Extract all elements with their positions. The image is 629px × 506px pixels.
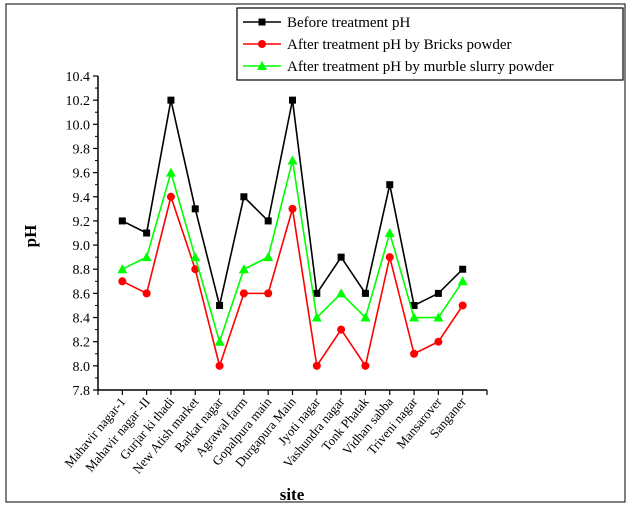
legend-label: Before treatment pH (287, 15, 410, 31)
x-axis-label: site (280, 485, 305, 504)
data-point (434, 289, 442, 297)
data-point (165, 167, 176, 177)
data-point (288, 204, 297, 213)
data-point (410, 349, 419, 358)
legend-label: After treatment pH by Bricks powder (287, 37, 512, 53)
y-tick-label: 9.0 (73, 239, 91, 254)
legend-label: After treatment pH by murble slurry powd… (287, 59, 554, 75)
data-point (258, 18, 266, 26)
legend-box (236, 7, 624, 81)
data-point (191, 265, 200, 274)
data-point (238, 264, 249, 274)
data-point (458, 301, 467, 310)
data-point (384, 228, 395, 237)
y-axis-label: pH (21, 225, 40, 248)
data-point (409, 312, 420, 322)
series-circle (118, 192, 467, 370)
y-tick-label: 8.6 (73, 287, 91, 302)
data-point (239, 289, 248, 298)
data-point (191, 205, 199, 213)
data-point (167, 96, 175, 104)
y-tick-label: 9.8 (73, 142, 91, 157)
data-point (214, 336, 225, 346)
data-point (215, 361, 224, 370)
data-point (263, 252, 274, 262)
y-tick-label: 8.2 (73, 336, 91, 351)
data-point (457, 276, 468, 286)
y-tick-label: 9.2 (73, 215, 91, 230)
data-point (385, 253, 394, 262)
y-tick-label: 8.4 (73, 312, 91, 327)
data-point (459, 265, 467, 273)
data-point (360, 312, 371, 322)
data-point (287, 155, 298, 165)
data-point (386, 181, 394, 189)
data-point (410, 301, 418, 309)
data-point (190, 252, 201, 262)
y-tick-label: 9.6 (73, 167, 91, 182)
data-point (118, 277, 127, 286)
data-point (312, 361, 321, 370)
data-point (361, 361, 370, 370)
data-point (142, 289, 151, 298)
data-point (240, 193, 248, 201)
data-point (141, 252, 152, 262)
data-point (264, 217, 272, 225)
data-point (361, 289, 369, 297)
y-tick-label: 9.4 (73, 191, 91, 206)
series-triangle (117, 155, 468, 346)
series-group (117, 96, 468, 370)
data-point (336, 288, 347, 298)
data-point (118, 217, 126, 225)
data-point (289, 96, 296, 104)
y-tick-label: 10.0 (66, 118, 91, 133)
data-point (337, 325, 346, 334)
data-point (433, 312, 444, 322)
data-point (311, 312, 322, 322)
y-tick-label: 10.4 (66, 70, 91, 85)
data-point (258, 40, 266, 48)
data-point (143, 229, 151, 237)
data-point (264, 289, 273, 298)
data-point (434, 337, 443, 346)
data-point (313, 289, 321, 297)
y-tick-label: 8.0 (73, 360, 91, 375)
legend: Before treatment pH After treatment pH by… (236, 7, 624, 81)
data-point (216, 301, 224, 309)
data-point (117, 264, 128, 274)
figure-frame (5, 3, 626, 503)
data-point (257, 61, 267, 70)
y-tick-label: 8.8 (73, 263, 91, 278)
y-tick-label: 7.8 (73, 384, 91, 399)
data-point (166, 192, 175, 201)
data-point (337, 253, 345, 261)
series-square (118, 96, 467, 309)
y-tick-label: 10.2 (66, 94, 91, 109)
